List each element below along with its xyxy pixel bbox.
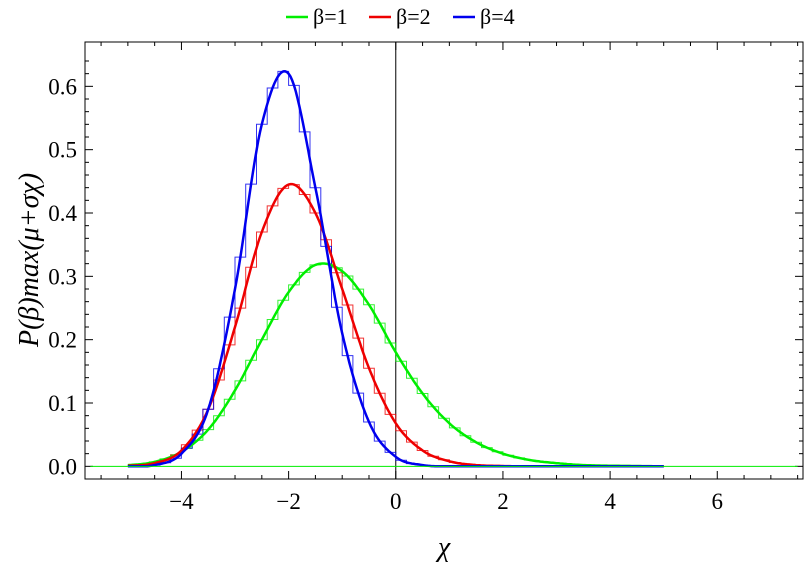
series-line bbox=[127, 262, 664, 468]
y-tick-label: 0.0 bbox=[48, 454, 77, 479]
y-tick-label: 0.6 bbox=[48, 74, 77, 99]
y-axis-title: P(β)max(μ+σχ) bbox=[14, 173, 45, 348]
legend-label: β=2 bbox=[396, 4, 431, 29]
x-axis-title: χ bbox=[435, 532, 451, 563]
legend-label: β=1 bbox=[313, 4, 348, 29]
series bbox=[90, 70, 798, 468]
plot-frame bbox=[84, 41, 804, 480]
legend-label: β=4 bbox=[480, 4, 515, 29]
x-tick-label: 2 bbox=[497, 489, 509, 514]
y-tick-label: 0.2 bbox=[48, 328, 77, 353]
legend: β=1 β=2 β=4 bbox=[286, 4, 515, 29]
y-tick-label: 0.1 bbox=[48, 391, 77, 416]
ticks: −4 −2 0 2 4 6 0.0 0.1 0.2 0.3 0.4 0.5 0.6 bbox=[48, 42, 803, 514]
y-tick-label: 0.4 bbox=[48, 201, 77, 226]
x-tick-label: 6 bbox=[712, 489, 724, 514]
x-tick-label: 0 bbox=[390, 489, 402, 514]
y-tick-label: 0.3 bbox=[48, 264, 77, 289]
x-tick-label: −4 bbox=[169, 489, 194, 514]
x-tick-label: 4 bbox=[604, 489, 616, 514]
y-tick-label: 0.5 bbox=[48, 138, 77, 163]
x-tick-label: −2 bbox=[276, 489, 300, 514]
